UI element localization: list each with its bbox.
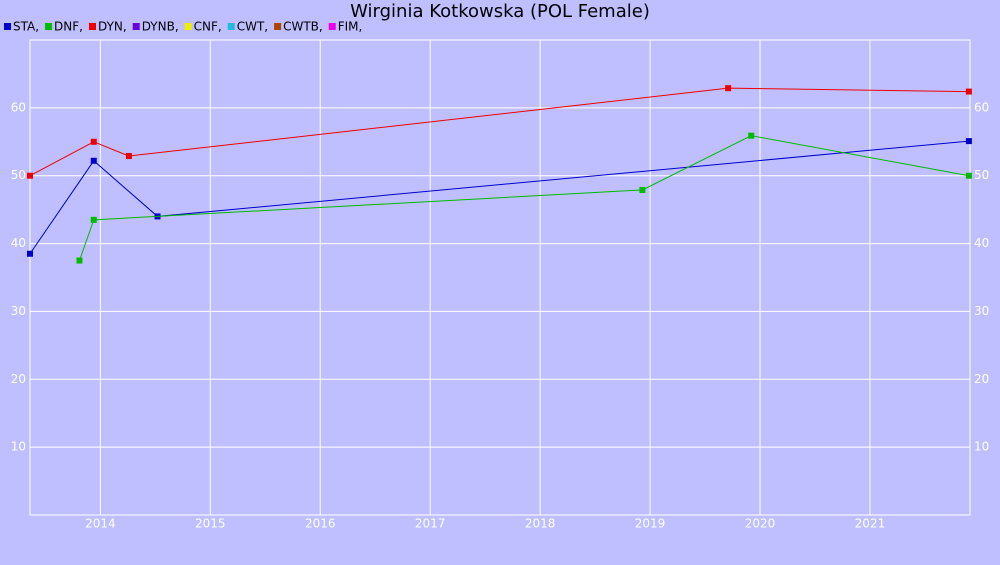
y2-tick-label: 10 [974,440,989,454]
y-tick-label: 10 [11,440,26,454]
x-tick-label: 2014 [85,517,116,531]
legend-label: DYNB, [142,20,179,34]
y2-tick-label: 60 [974,100,989,114]
data-point [965,172,972,179]
legend-swatch [88,23,96,30]
legend-swatch [132,23,140,30]
legend-swatch [227,23,235,30]
x-tick-label: 2017 [415,517,446,531]
legend-label: FIM, [338,20,363,34]
series-line [29,140,969,255]
legend-label: STA, [13,20,39,34]
legend-swatch [274,23,282,30]
legend-label: CWTB, [283,20,323,34]
y2-tick-label: 30 [974,304,989,318]
legend-swatch [184,23,192,30]
plot-frame [29,39,971,516]
data-point [90,157,97,164]
x-tick-label: 2021 [855,517,886,531]
data-point [965,138,972,145]
y2-tick-label: 20 [974,372,989,386]
y2-tick-label: 50 [974,168,989,182]
x-tick-label: 2019 [635,517,666,531]
data-point [27,172,33,179]
legend-label: CNF, [194,20,222,34]
data-point [748,132,755,139]
data-point [27,250,33,257]
legend-swatch [4,23,11,30]
legend-swatch [45,23,53,30]
legend-label: DNF, [54,20,83,34]
data-point [76,257,83,264]
y-tick-label: 30 [11,304,26,318]
y-tick-label: 60 [11,100,26,114]
y-tick-label: 40 [11,236,26,250]
data-point [965,88,972,95]
data-point [639,186,646,193]
legend-label: DYN, [98,20,127,34]
chart-title: Wirginia Kotkowska (POL Female) [350,1,650,22]
x-tick-label: 2015 [195,517,226,531]
x-tick-label: 2016 [305,517,336,531]
data-point [725,85,732,92]
data-point [125,153,132,160]
y-tick-label: 20 [11,372,26,386]
legend-swatch [328,23,336,30]
x-tick-label: 2018 [525,517,556,531]
x-tick-label: 2020 [745,517,776,531]
legend-label: CWT, [237,20,268,34]
y2-tick-label: 40 [974,236,989,250]
data-point [90,216,97,223]
data-point [90,138,97,145]
y-tick-label: 50 [11,168,26,182]
